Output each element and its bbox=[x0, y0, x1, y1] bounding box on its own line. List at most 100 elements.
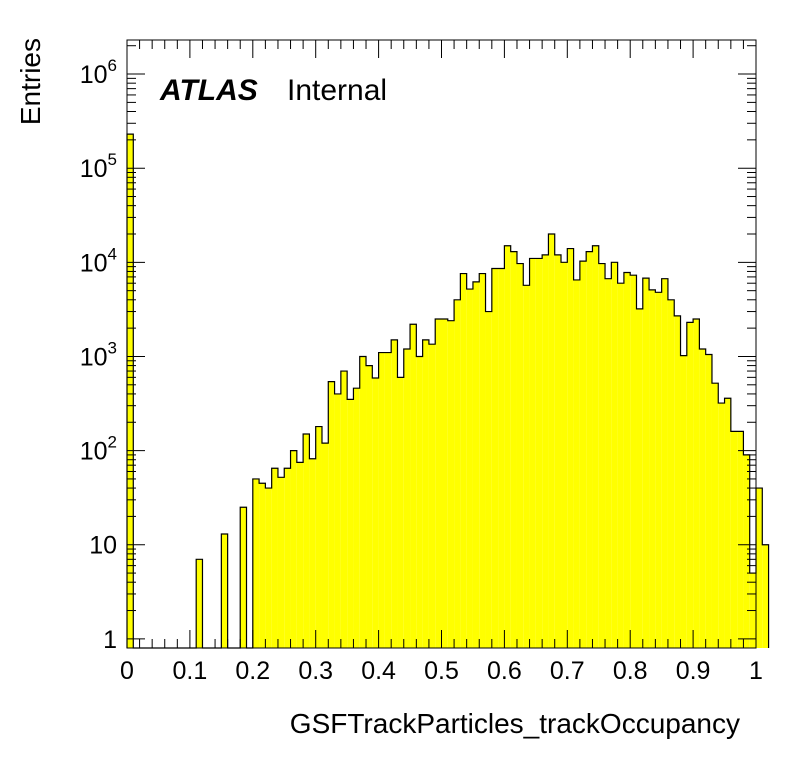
histogram-bar bbox=[196, 559, 203, 648]
histogram-bar bbox=[592, 245, 599, 648]
histogram-bar bbox=[724, 398, 731, 648]
histogram-bar bbox=[284, 468, 291, 648]
histogram-bar bbox=[498, 268, 505, 648]
histogram-bar bbox=[410, 324, 417, 648]
histogram-bar bbox=[290, 450, 297, 648]
histogram-bar bbox=[259, 483, 266, 648]
x-axis-title: GSFTrackParticles_trackOccupancy bbox=[290, 708, 740, 739]
histogram-bar bbox=[649, 289, 656, 648]
y-tick-label: 1 bbox=[103, 626, 117, 654]
histogram-bar bbox=[454, 299, 461, 648]
histogram-outline-layer bbox=[126, 133, 770, 649]
internal-label: Internal bbox=[287, 74, 387, 107]
histogram-bar bbox=[221, 534, 228, 648]
histogram-bar bbox=[428, 344, 436, 648]
histogram-bar bbox=[586, 251, 593, 648]
histogram-bar bbox=[240, 507, 247, 648]
histogram-bar bbox=[598, 263, 606, 648]
histogram-bar bbox=[504, 245, 511, 648]
y-axis-title: Entries bbox=[15, 38, 46, 125]
histogram-bar bbox=[340, 371, 348, 648]
histogram-bar bbox=[674, 315, 681, 648]
histogram-bar bbox=[309, 458, 316, 648]
histogram-bar bbox=[680, 355, 687, 648]
histogram-bar bbox=[321, 443, 329, 648]
histogram-bar bbox=[353, 388, 360, 648]
histogram-bar bbox=[705, 354, 712, 648]
histogram-bar bbox=[642, 278, 650, 648]
y-tick-label: 102 bbox=[80, 433, 117, 466]
histogram-bar bbox=[472, 281, 480, 648]
x-tick-label: 0.7 bbox=[550, 657, 585, 685]
histogram-bar bbox=[542, 254, 549, 648]
y-tick-label: 106 bbox=[80, 56, 117, 89]
histogram-bar bbox=[359, 356, 367, 648]
histogram-bar bbox=[265, 488, 272, 648]
histogram-bar bbox=[561, 262, 568, 648]
x-tick-label: 0.8 bbox=[613, 657, 648, 685]
histogram-bar bbox=[743, 454, 750, 648]
histogram-bar bbox=[303, 434, 310, 648]
x-tick-label: 0.4 bbox=[361, 657, 396, 685]
histogram-bar bbox=[523, 285, 530, 648]
histogram-bar bbox=[611, 262, 618, 648]
histogram-bar bbox=[554, 254, 562, 648]
histogram-bar bbox=[403, 349, 411, 648]
x-tick-label: 1 bbox=[749, 657, 763, 685]
y-tick-label: 103 bbox=[80, 338, 117, 371]
histogram-bar bbox=[756, 488, 763, 648]
y-tick-label: 10 bbox=[89, 532, 117, 560]
histogram-bar bbox=[529, 258, 536, 648]
histogram-bars bbox=[127, 134, 769, 648]
histogram-bar bbox=[391, 339, 398, 648]
histogram-bar bbox=[416, 356, 423, 648]
histogram-bar bbox=[655, 292, 662, 648]
x-tick-label: 0 bbox=[120, 657, 134, 685]
histogram-bar bbox=[630, 275, 637, 648]
histogram-bar bbox=[397, 377, 404, 648]
x-tick-label: 0.5 bbox=[424, 657, 459, 685]
histogram-bar bbox=[378, 352, 385, 648]
histogram-bar bbox=[491, 268, 499, 648]
histogram-bar bbox=[466, 289, 473, 648]
histogram-bar bbox=[686, 322, 694, 648]
x-tick-label: 0.3 bbox=[298, 657, 333, 685]
x-tick-label: 0.9 bbox=[676, 657, 711, 685]
axis-ticks bbox=[126, 40, 757, 648]
histogram-bar bbox=[271, 468, 278, 648]
histogram-bar bbox=[296, 462, 304, 648]
histogram-bar bbox=[347, 399, 354, 648]
x-tick-label: 0.2 bbox=[235, 657, 270, 685]
histogram-bar bbox=[277, 477, 285, 648]
y-tick-label: 105 bbox=[80, 150, 117, 183]
histogram-bar bbox=[447, 320, 455, 648]
histogram-bar bbox=[661, 278, 668, 648]
histogram-bar bbox=[636, 308, 643, 648]
histogram-outline bbox=[126, 133, 770, 649]
histogram-bar bbox=[315, 426, 322, 648]
histogram-bar bbox=[737, 431, 744, 648]
histogram-bar bbox=[693, 319, 700, 648]
histogram-bar bbox=[485, 311, 492, 648]
x-tick-label: 0.1 bbox=[173, 657, 208, 685]
histogram-bar bbox=[127, 134, 134, 648]
histogram-bar bbox=[510, 251, 517, 648]
y-tick-label: 104 bbox=[80, 244, 117, 277]
histogram-bar bbox=[328, 381, 335, 648]
y-tick-labels: 1 10 102 103 104 105 106 bbox=[80, 56, 117, 654]
histogram-bar bbox=[711, 383, 719, 648]
histogram-bar bbox=[573, 279, 580, 648]
histogram-bar bbox=[372, 378, 379, 648]
histogram-bar bbox=[366, 365, 373, 648]
histogram-bar bbox=[548, 233, 555, 648]
histogram-bar bbox=[252, 478, 260, 648]
x-tick-label: 0.6 bbox=[487, 657, 522, 685]
histogram-bar bbox=[579, 261, 587, 648]
histogram-bar bbox=[535, 258, 543, 648]
x-tick-labels: 0 0.1 0.2 0.3 0.4 0.5 0.6 0.7 0.8 0.9 1 bbox=[120, 657, 763, 685]
histogram-bar bbox=[441, 319, 448, 648]
histogram-bar bbox=[623, 272, 631, 648]
histogram-bar bbox=[334, 393, 341, 648]
histogram-bar bbox=[460, 273, 467, 648]
histogram-bar bbox=[762, 544, 769, 648]
